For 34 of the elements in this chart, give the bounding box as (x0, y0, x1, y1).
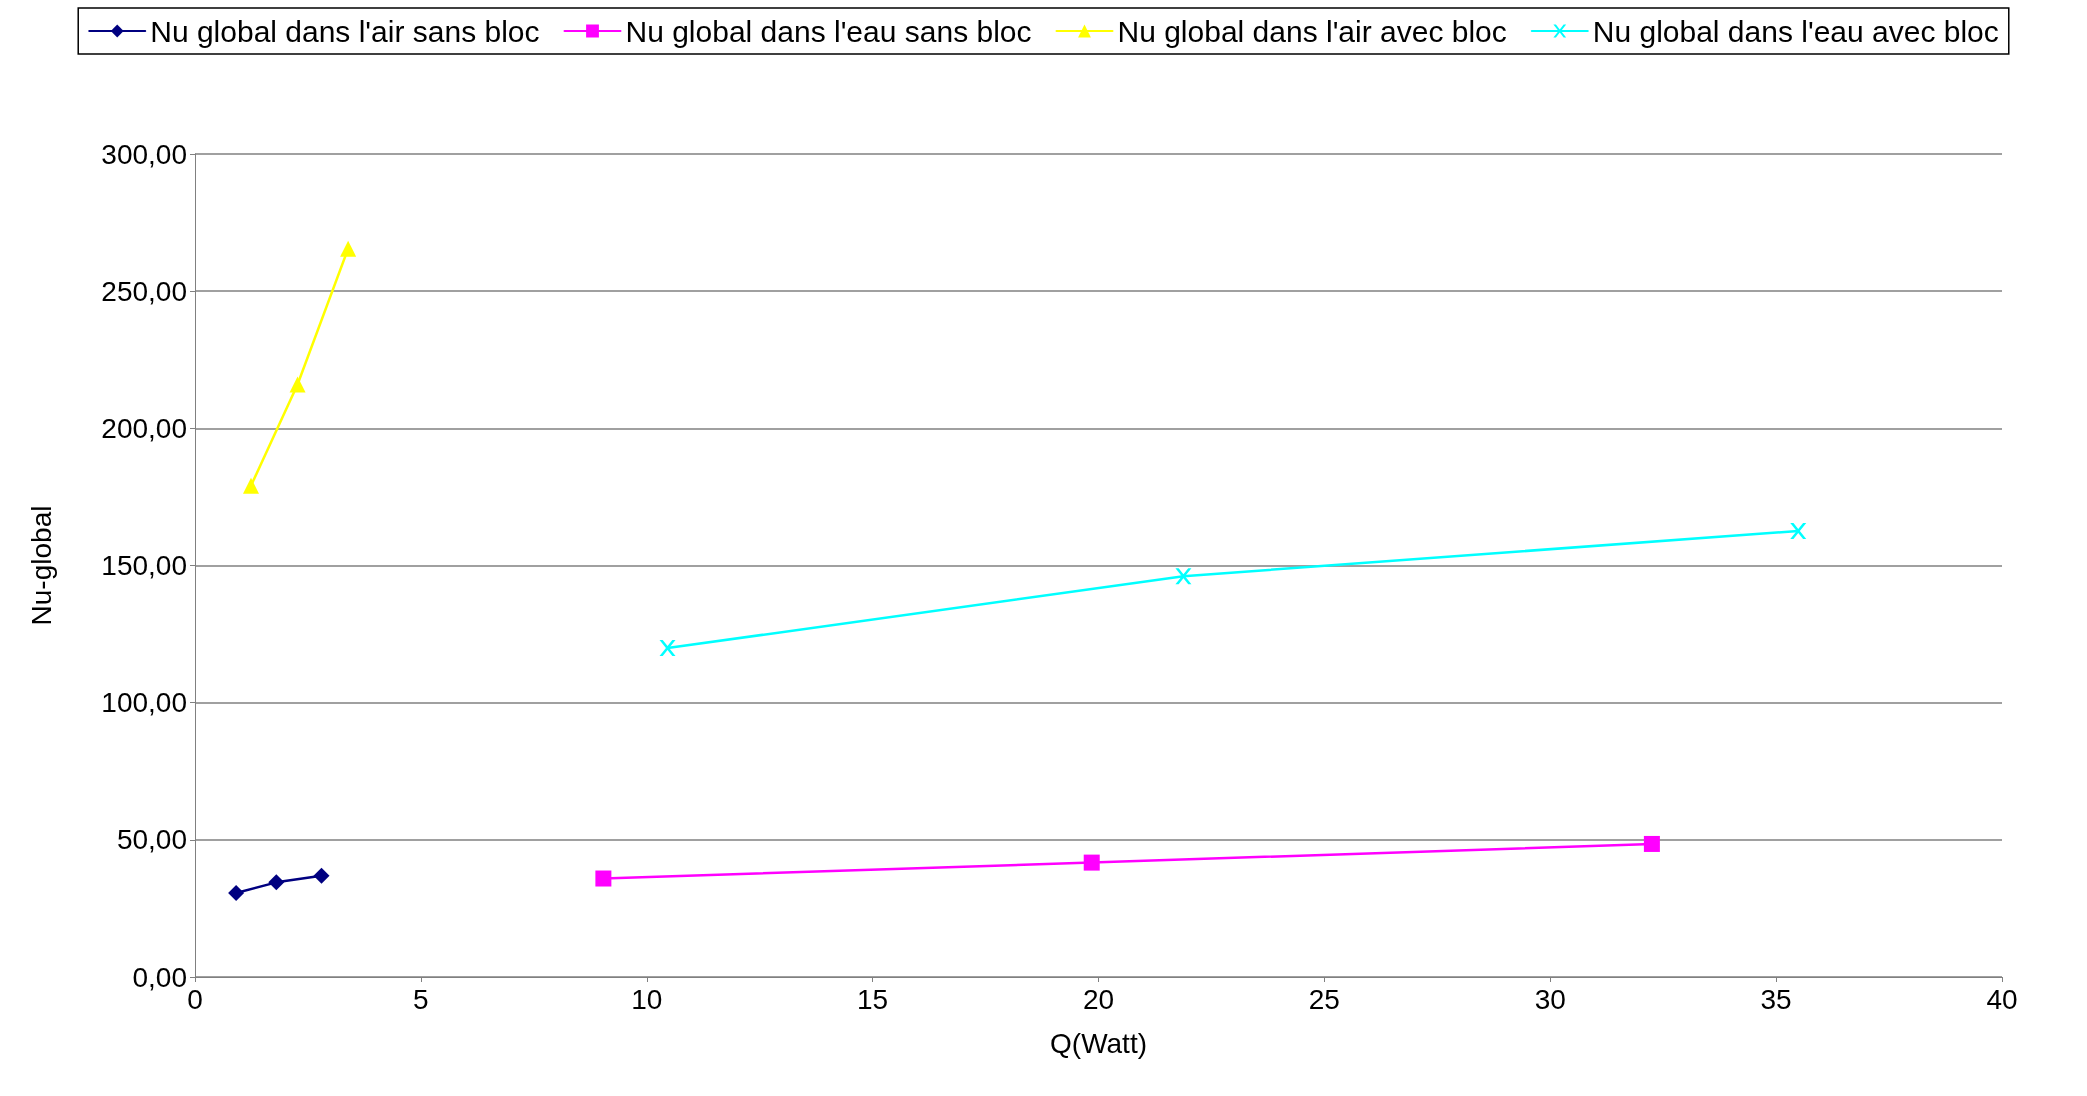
x-tick-label: 10 (631, 983, 663, 1015)
point (595, 870, 612, 887)
x-tick-label: 20 (1082, 983, 1115, 1015)
legend-label: Nu global dans l'eau avec bloc (1592, 14, 1999, 48)
y-tick-label: 100,00 (101, 687, 187, 719)
point (268, 874, 285, 891)
legend-label: Nu global dans l'air sans bloc (150, 14, 540, 48)
point (313, 867, 330, 884)
x-axis-title: Q(Watt) (1050, 1027, 1147, 1059)
legend-label: Nu global dans l'eau sans bloc (625, 14, 1032, 48)
point (289, 376, 306, 393)
y-tick-label: 250,00 (101, 275, 187, 307)
legend-label: Nu global dans l'air avec bloc (1117, 14, 1507, 48)
point (1643, 835, 1660, 852)
point (1083, 854, 1100, 871)
x-tick-label: 15 (857, 983, 889, 1015)
point (1175, 568, 1192, 585)
x-tick-label: 25 (1308, 983, 1340, 1015)
point (659, 640, 676, 657)
x-tick-label: 0 (187, 983, 203, 1015)
x-tick-label: 30 (1534, 983, 1566, 1015)
y-axis-title: Nu-global (25, 505, 57, 626)
y-tick-label: 300,00 (101, 138, 187, 170)
y-tick-label: 50,00 (116, 824, 187, 856)
point (1790, 522, 1807, 539)
y-tick-label: 200,00 (101, 412, 187, 444)
y-tick-label: 0,00 (132, 961, 187, 993)
point (228, 885, 245, 902)
x-tick-label: 40 (1986, 983, 2018, 1015)
x-tick-label: 35 (1760, 983, 1792, 1015)
point (243, 477, 260, 494)
x-tick-label: 5 (413, 983, 429, 1015)
y-tick-label: 150,00 (101, 550, 187, 581)
point (340, 240, 357, 257)
